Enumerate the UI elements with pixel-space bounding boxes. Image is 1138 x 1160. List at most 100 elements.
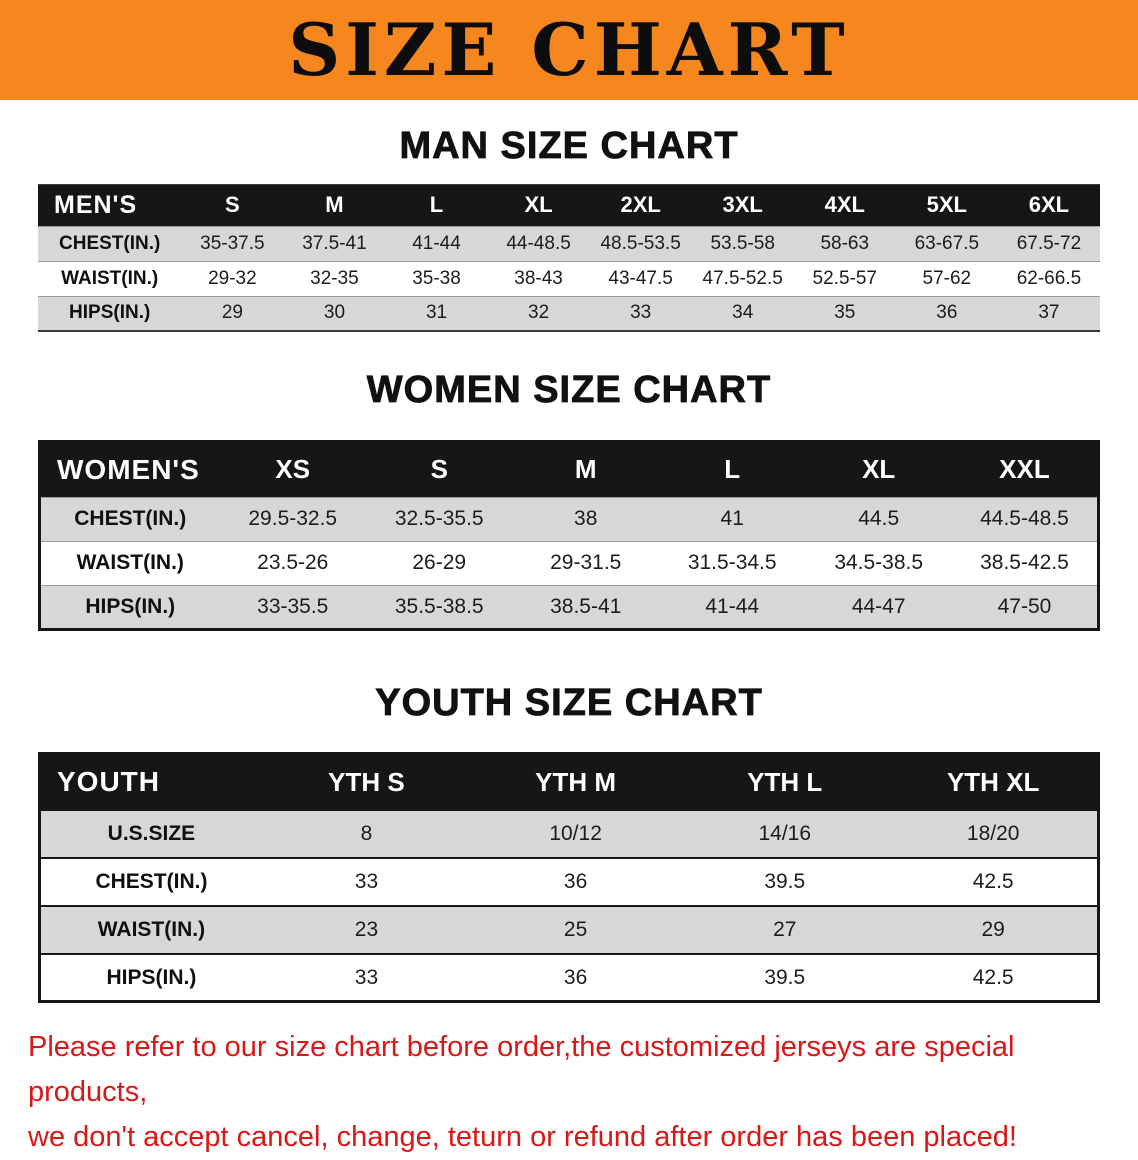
table-cell: 35-37.5: [200, 232, 265, 254]
table-row: CHEST(IN.) 33 36 39.5 42.5: [39, 857, 1099, 906]
table-corner-label: WOMEN'S: [39, 441, 220, 498]
table-cell: 31.5-34.5: [687, 551, 777, 575]
table-row: U.S.SIZE 8 10/12 14/16 18/20: [39, 809, 1099, 858]
table-cell: 36: [563, 965, 588, 989]
table-cell: 32.5-35.5: [394, 507, 484, 531]
table-cell: 10/12: [549, 821, 602, 845]
row-label: WAIST(IN.): [97, 917, 206, 941]
table-cell: 35.5-38.5: [394, 594, 484, 618]
table-cell: 38: [574, 507, 598, 531]
size-column-header: YTH M: [471, 753, 681, 810]
table-cell: 29: [221, 302, 243, 324]
table-cell: 32: [528, 302, 550, 324]
table-cell: 23: [354, 917, 379, 941]
size-column-header: YTH L: [680, 753, 890, 810]
size-column-header: S: [181, 184, 284, 227]
table-header-row: WOMEN'S XS S M L XL XXL: [39, 441, 1099, 498]
row-label: HIPS(IN.): [85, 594, 176, 618]
table-cell: 43-47.5: [608, 267, 673, 289]
table-cell: 36: [936, 302, 958, 324]
table-cell: 14/16: [758, 821, 812, 845]
size-column-header: L: [658, 441, 806, 498]
table-cell: 35-38: [412, 267, 461, 289]
table-cell: 42.5: [972, 869, 1014, 893]
table-cell: 35: [834, 302, 856, 324]
table-row: CHEST(IN.) 35-37.5 37.5-41 41-44 44-48.5 48.5…: [38, 226, 1100, 262]
table-row: WAIST(IN.) 23.5-26 26-29 29-31.5 31.5-34.5 34…: [39, 541, 1099, 586]
notice-line-1: Please refer to our size chart before or…: [28, 1031, 1015, 1109]
table-cell: 38.5-41: [550, 594, 622, 618]
banner-title: SIZE CHART: [288, 7, 850, 92]
table-cell: 41: [720, 507, 744, 531]
table-cell: 32-35: [310, 267, 359, 289]
table-cell: 29: [981, 917, 1005, 941]
table-cell: 63-67.5: [914, 232, 980, 254]
table-cell: 27: [773, 917, 797, 941]
men-section-heading: MAN SIZE CHART: [399, 125, 739, 168]
row-label: HIPS(IN.): [69, 302, 151, 324]
table-cell: 26-29: [412, 551, 467, 575]
women-size-table: WOMEN'S XS S M L XL XXL CHEST(IN.) 29.5-32.5 32.5…: [38, 439, 1100, 631]
table-cell: 52.5-57: [812, 267, 877, 289]
table-cell: 48.5-53.5: [600, 232, 681, 254]
size-column-header: XL: [805, 441, 952, 498]
table-header-row: YOUTH YTH S YTH M YTH L YTH XL: [39, 753, 1099, 810]
size-column-header: 3XL: [691, 184, 794, 227]
table-header-row: MEN'S S M L XL 2XL 3XL 4XL 5XL 6XL: [38, 184, 1100, 227]
men-size-table: MEN'S S M L XL 2XL 3XL 4XL 5XL 6XL CHEST(IN.) 35-37…: [38, 183, 1100, 333]
size-column-header: 4XL: [793, 184, 896, 227]
table-row: HIPS(IN.) 33 36 39.5 42.5: [39, 953, 1099, 1002]
row-label: HIPS(IN.): [106, 965, 197, 989]
table-cell: 42.5: [972, 965, 1014, 989]
table-cell: 44.5-48.5: [980, 507, 1069, 531]
size-column-header: S: [366, 441, 513, 498]
table-cell: 34: [732, 302, 754, 324]
men-size-section: MAN SIZE CHART MEN'S S M L XL 2XL 3XL 4XL 5XL 6XL…: [0, 124, 1138, 333]
table-cell: 33: [354, 965, 379, 989]
youth-size-section: YOUTH SIZE CHART YOUTH YTH S YTH M YTH L YTH…: [0, 681, 1138, 1004]
table-cell: 31: [425, 302, 448, 324]
table-cell: 47-50: [997, 594, 1052, 618]
table-row: WAIST(IN.) 23 25 27 29: [39, 905, 1099, 954]
table-cell: 33: [354, 869, 379, 893]
youth-section-heading: YOUTH SIZE CHART: [375, 681, 763, 724]
table-row: HIPS(IN.) 29 30 31 32 33 34 35 36 37: [38, 296, 1100, 332]
table-cell: 23.5-26: [257, 551, 329, 575]
women-section-heading: WOMEN SIZE CHART: [366, 369, 772, 412]
table-cell: 44.5: [858, 507, 900, 531]
size-column-header: XS: [219, 441, 366, 498]
table-corner-label: MEN'S: [38, 184, 182, 227]
table-cell: 25: [563, 917, 588, 941]
table-cell: 29-31.5: [550, 551, 622, 575]
row-label: CHEST(IN.): [74, 507, 187, 531]
notice-line-2: we don't accept cancel, change, teturn o…: [28, 1121, 1017, 1154]
table-cell: 39.5: [764, 869, 806, 893]
table-cell: 18/20: [966, 821, 1020, 845]
women-size-section: WOMEN SIZE CHART WOMEN'S XS S M L XL XXL CHEST(…: [0, 368, 1138, 631]
table-cell: 44-48.5: [506, 232, 571, 254]
row-label: WAIST(IN.): [61, 267, 159, 289]
youth-size-table: YOUTH YTH S YTH M YTH L YTH XL U.S.SIZE 8 10/12…: [38, 752, 1100, 1004]
table-cell: 47.5-52.5: [702, 267, 783, 289]
size-column-header: 5XL: [895, 184, 998, 227]
table-cell: 29-32: [208, 267, 257, 289]
order-notice: Please refer to our size chart before or…: [0, 1025, 1138, 1160]
table-cell: 53.5-58: [710, 232, 775, 254]
table-cell: 41-44: [705, 594, 760, 618]
table-corner-label: YOUTH: [39, 753, 262, 810]
size-column-header: M: [512, 441, 659, 498]
size-column-header: L: [385, 184, 488, 227]
row-label: CHEST(IN.): [95, 869, 208, 893]
table-cell: 37: [1038, 302, 1060, 324]
table-cell: 30: [323, 302, 346, 324]
size-column-header: 6XL: [997, 184, 1100, 227]
table-cell: 8: [360, 821, 373, 845]
table-cell: 37.5-41: [302, 232, 367, 254]
table-cell: 29.5-32.5: [248, 507, 338, 531]
size-column-header: YTH S: [261, 753, 472, 810]
table-cell: 67.5-72: [1016, 232, 1082, 254]
table-cell: 33: [630, 302, 652, 324]
table-cell: 38-43: [514, 267, 563, 289]
table-row: WAIST(IN.) 29-32 32-35 35-38 38-43 43-47.5 47.…: [38, 261, 1100, 297]
